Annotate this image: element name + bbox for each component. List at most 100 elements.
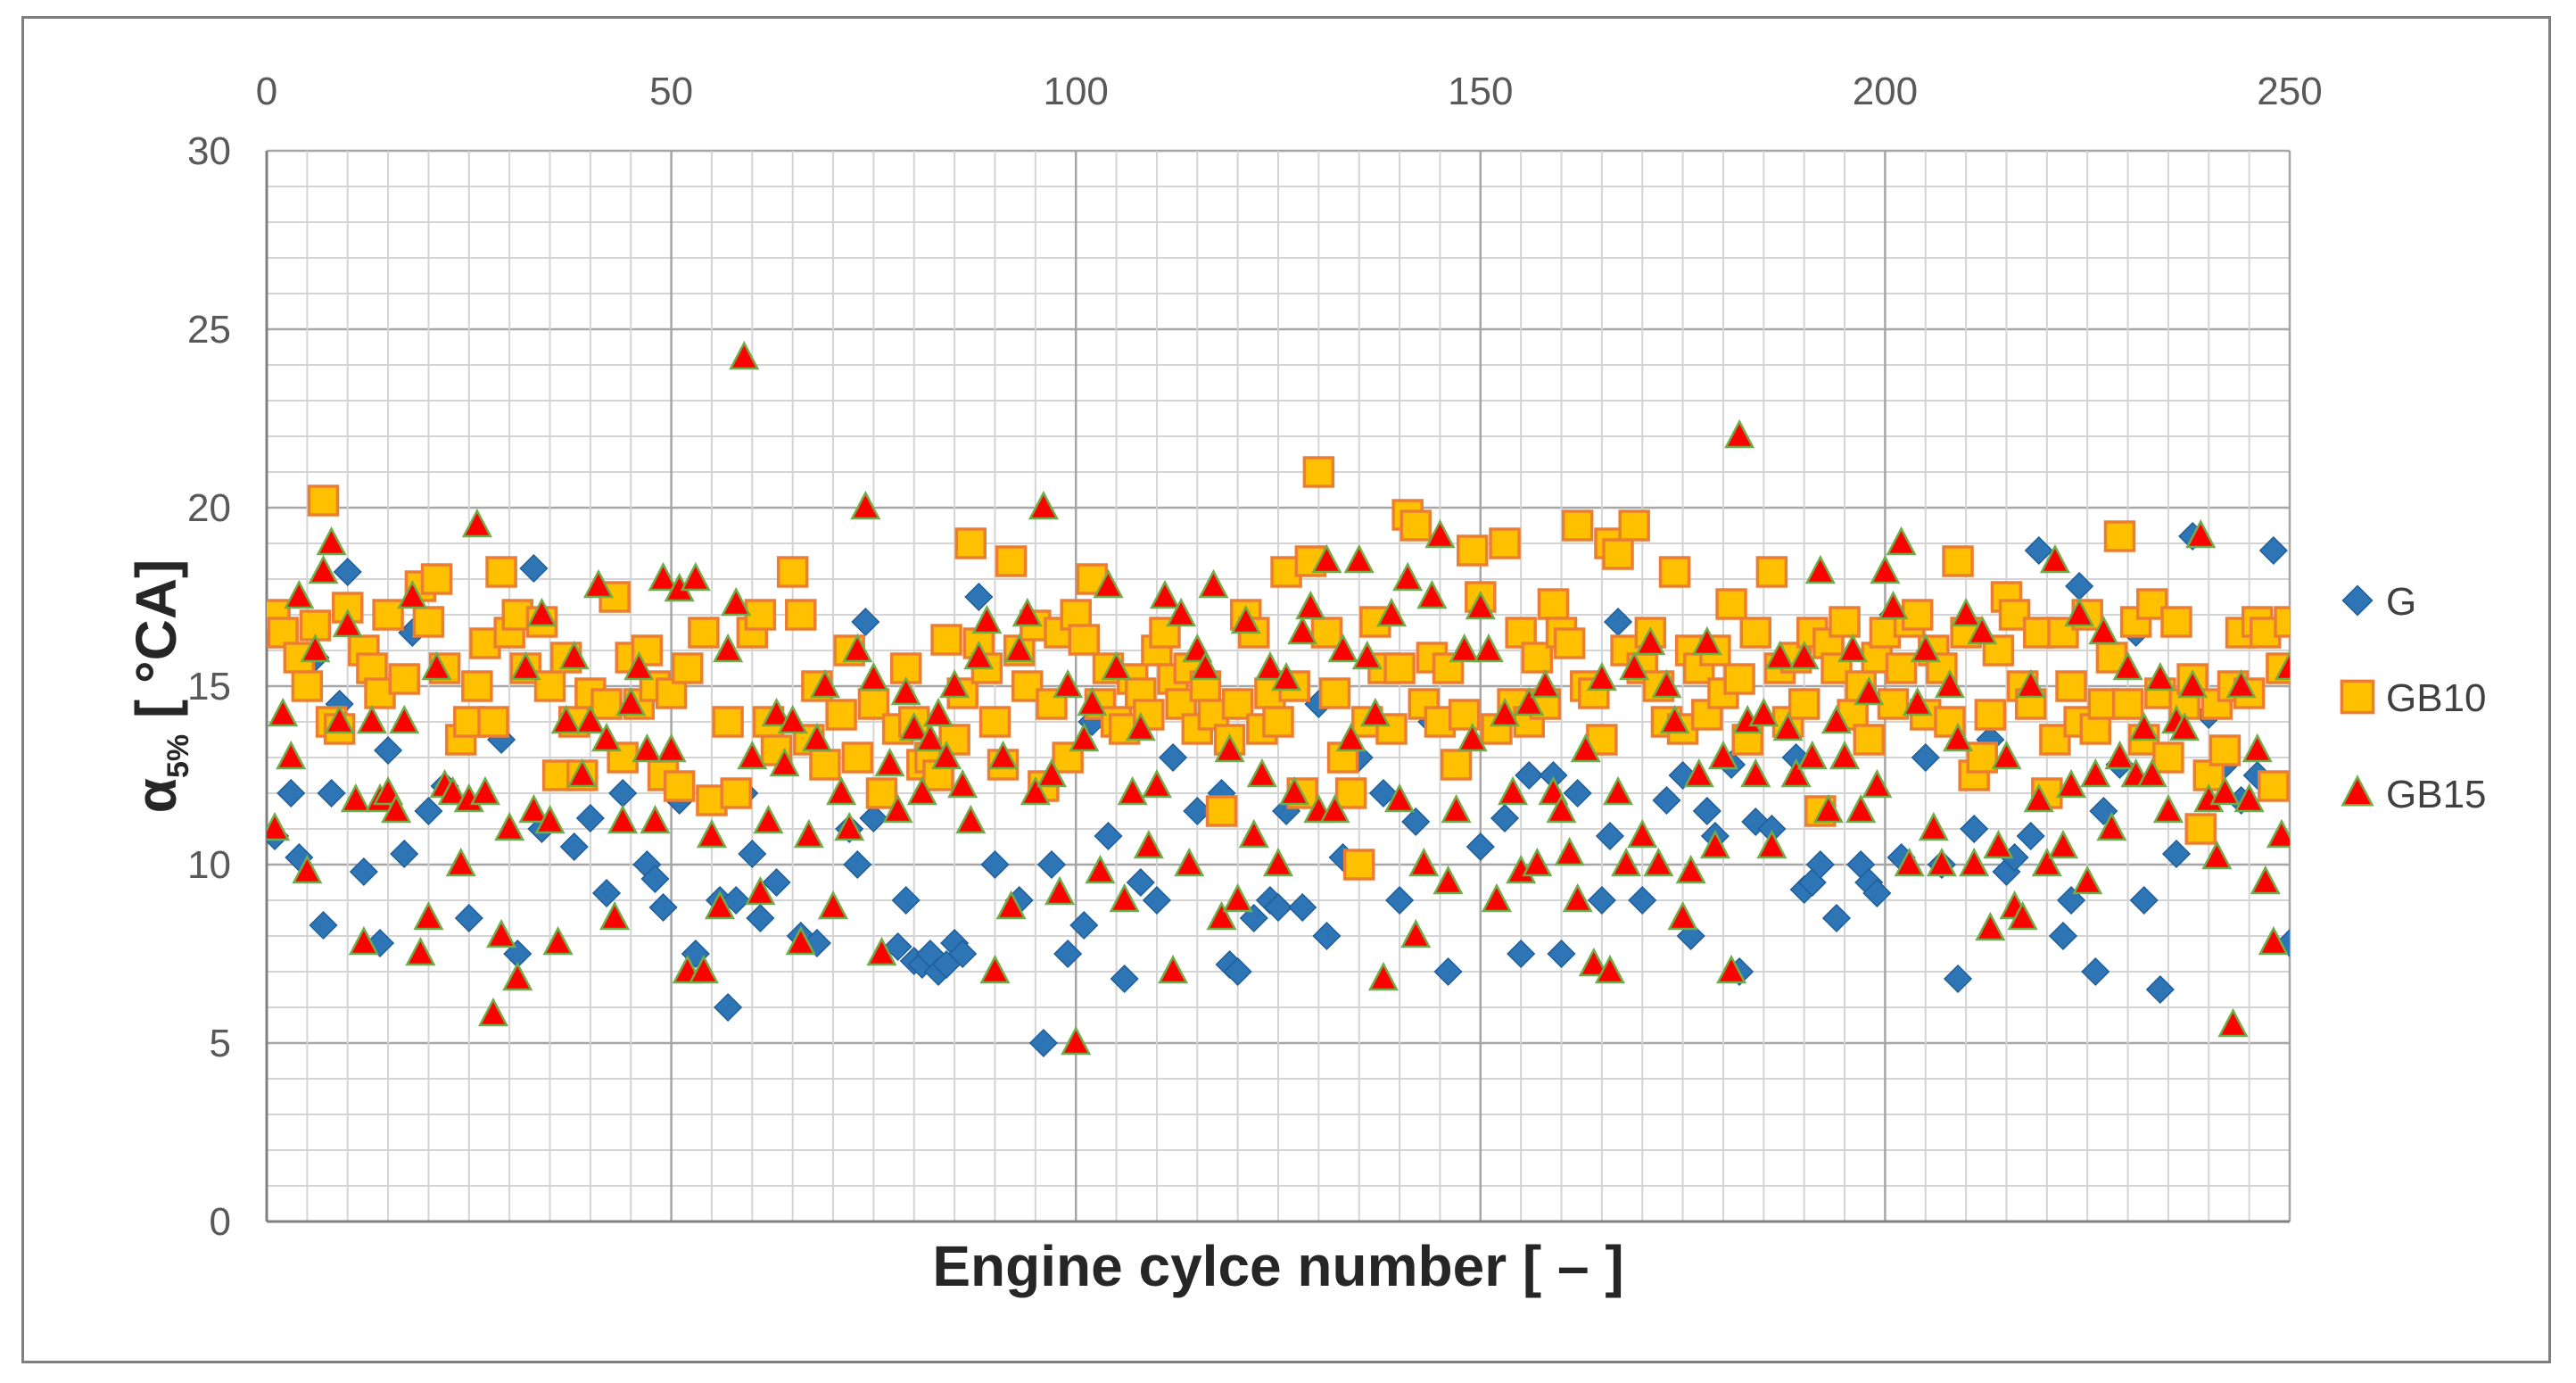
data-point-gb15 [2128,711,2159,741]
data-point-gb15 [1699,829,1730,859]
data-point-gb15 [955,804,987,834]
data-point-gb15 [1926,847,1957,877]
data-point-gb10 [372,599,404,631]
data-point-gb15 [898,711,929,741]
data-point-gb15 [801,722,832,752]
data-point-gb15 [1295,590,1326,620]
data-point-gb10 [1334,777,1367,809]
data-point-gb15 [987,740,1019,770]
data-point-gb15 [2233,783,2265,813]
data-point-gb15 [1788,640,1820,670]
data-point-gb15 [721,586,752,617]
data-point-gb15 [1254,650,1285,681]
data-point-gb10 [1165,688,1197,720]
data-point-gb10 [1489,527,1521,559]
data-point-gb10 [1990,581,2023,613]
data-point-gb15 [1707,740,1739,770]
data-point-gb15 [1190,650,1221,681]
legend-label: G [2386,580,2416,624]
x-tick-label: 50 [649,70,693,113]
data-point-gb15 [1003,633,1035,663]
data-point-gb15 [906,775,937,806]
data-point-gb15 [1465,590,1496,620]
data-point-g [2024,535,2053,566]
data-point-gb15 [2031,847,2062,877]
data-point-gb10 [655,677,688,709]
data-point-gb10 [2209,734,2242,766]
data-point-g [1595,821,1625,851]
data-points [267,340,2290,1058]
data-point-gb15 [1756,829,1788,859]
data-point-g [1223,957,1252,987]
data-point-gb15 [785,925,816,956]
data-point-gb15 [1432,865,1464,895]
data-point-gb10 [663,770,696,802]
data-point-gb15 [1367,961,1399,991]
data-point-gb10 [1561,509,1594,542]
data-point-gb15 [1554,836,1585,866]
data-point-gb15 [1271,661,1302,692]
data-point-gb15 [534,804,566,834]
data-point-gb15 [445,847,476,877]
x-axis-title: Engine cylce number [ – ] [932,1234,1623,1298]
legend-label: GB15 [2386,773,2487,816]
data-point-g [1563,778,1592,808]
data-point-gb15 [1020,775,1051,806]
data-point-g [1547,939,1576,969]
data-point-gb15 [1093,568,1124,599]
data-point-gb15 [623,650,655,681]
data-point-gb15 [1837,633,1869,663]
data-point-gb10 [477,706,509,738]
data-point-gb15 [1870,554,1901,584]
data-point-gb15 [1441,793,1472,824]
x-tick-label: 250 [2257,70,2322,113]
data-point-gb10 [2274,606,2290,638]
data-point-gb15 [947,768,978,799]
data-point-gb15 [1359,697,1391,727]
axes: 0 5 10 15 20 25 30 0 50 100 150 200 250 [187,70,2323,1244]
data-point-gb15 [2250,865,2281,895]
data-point-gb15 [1198,568,1229,599]
data-point-gb15 [1878,590,1909,620]
data-point-gb15 [769,747,800,777]
data-point-g [1069,910,1099,940]
data-point-gb15 [890,675,921,706]
data-point-gb10 [720,777,752,809]
data-point-g [1466,832,1495,862]
data-point-gb10 [1456,534,1489,567]
data-point-gb15 [963,640,995,670]
data-point-gb10 [2111,688,2144,720]
data-point-gb10 [1318,677,1351,709]
data-point-gb15 [1772,711,1804,741]
data-point-gb15 [1335,722,1366,752]
data-point-g [1490,803,1520,833]
data-point-gb15 [753,804,784,834]
data-point-gb15 [1166,597,1197,627]
data-point-gb10 [930,624,962,656]
data-point-gb15 [914,722,945,752]
legend-item-gb15: GB15 [2341,773,2487,816]
data-point-gb15 [1594,954,1626,984]
data-point-gb15 [2136,758,2167,788]
data-point-g [374,735,403,766]
data-point-gb10 [1448,699,1481,731]
data-point-gb15 [590,722,623,752]
data-point-gb15 [1562,882,1593,913]
data-point-gb15 [1061,1025,1092,1056]
data-point-gb15 [1351,640,1383,670]
data-point-gb15 [2072,865,2103,895]
y-axis-title-sub: 5% [161,734,195,778]
data-point-gb15 [1748,697,1779,727]
data-point-gb15 [486,918,517,948]
data-point-gb15 [2217,1007,2249,1038]
data-point-gb15 [276,740,307,770]
x-tick-label: 100 [1043,70,1108,113]
data-point-gb10 [2103,520,2136,552]
data-point-gb10 [776,556,809,588]
data-point-g [859,803,888,833]
data-point-gb15 [2015,668,2046,699]
data-point-g [414,796,443,826]
data-point-gb10 [1310,617,1343,649]
data-point-g [2081,957,2110,987]
data-point-gb15 [858,661,889,692]
